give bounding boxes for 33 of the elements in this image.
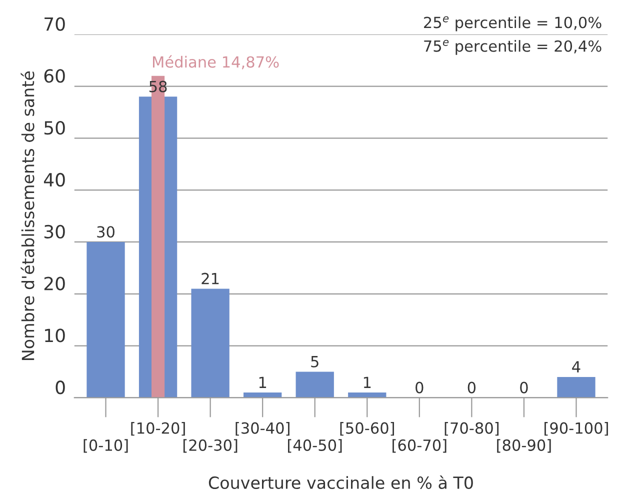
data-label: 21 — [202, 272, 219, 284]
data-label: 30 — [97, 226, 114, 238]
y-tick-label: 60 — [44, 69, 65, 83]
y-tick-label: 50 — [44, 121, 65, 135]
x-tick-label: [20-30] — [183, 439, 238, 453]
x-tick-label: [40-50] — [288, 439, 342, 453]
y-tick-label: 0 — [56, 380, 65, 394]
data-label: 4 — [572, 361, 580, 372]
data-label: 58 — [150, 80, 167, 92]
y-tick-label: 30 — [44, 224, 65, 238]
data-label: 5 — [311, 356, 318, 368]
x-tick-label: [60-70] — [392, 439, 446, 453]
data-label: 0 — [520, 382, 528, 394]
data-label: 0 — [468, 382, 476, 394]
x-axis-title: Couverture vaccinale en % à T0 — [208, 475, 473, 490]
annotation: 75$^{e}$ percentile = 20,4% — [424, 40, 602, 55]
data-label: 1 — [364, 376, 371, 388]
x-tick-label: [0-10] — [84, 439, 128, 453]
data-label: 0 — [416, 382, 424, 394]
text: 25$^{e}$ percentile = 10,0% — [424, 16, 602, 32]
x-tick-label: [80-90] — [497, 439, 551, 453]
y-tick-label: 20 — [44, 276, 65, 290]
series-label: Médiane 14,87% — [153, 55, 279, 70]
y-tick-label: 40 — [44, 172, 65, 187]
y-tick-label: 10 — [45, 328, 65, 342]
x-tick-label: [10-20] — [131, 422, 185, 436]
y-tick-label: 70 — [44, 17, 65, 31]
data-label: 1 — [259, 376, 266, 388]
x-tick-label: [30-40] — [236, 422, 290, 436]
y-axis-title: Nombre d'établissements de santé — [20, 71, 34, 360]
x-tick-label: [70-80] — [444, 422, 499, 436]
x-tick-label: [50-60] — [340, 422, 394, 436]
x-tick-label: [90-100] — [544, 422, 608, 436]
